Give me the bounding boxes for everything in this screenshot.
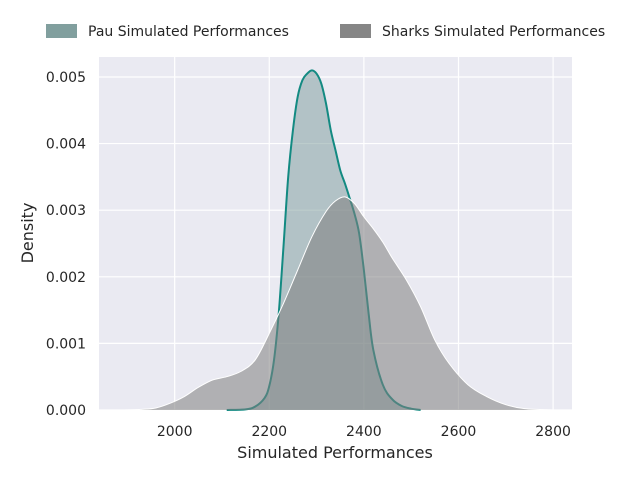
legend-swatch-sharks bbox=[340, 24, 371, 38]
line-series-1 bbox=[122, 196, 554, 411]
x-tick-label-2: 2400 bbox=[346, 424, 382, 440]
density-areas bbox=[122, 69, 554, 411]
y-tick-label-3: 0.003 bbox=[46, 203, 86, 219]
area-series-1 bbox=[122, 196, 554, 410]
y-tick-label-4: 0.004 bbox=[46, 137, 86, 153]
y-tick-label-2: 0.002 bbox=[46, 270, 86, 286]
x-tick-label-4: 2800 bbox=[535, 424, 571, 440]
x-axis-ticks: 2000 2200 2400 2600 2800 bbox=[157, 424, 571, 440]
y-tick-label-5: 0.005 bbox=[46, 70, 86, 86]
x-tick-label-0: 2000 bbox=[157, 424, 193, 440]
legend-label-sharks: Sharks Simulated Performances bbox=[382, 24, 605, 40]
legend: Pau Simulated Performances Sharks Simula… bbox=[46, 24, 605, 40]
x-tick-label-1: 2200 bbox=[251, 424, 287, 440]
legend-label-pau: Pau Simulated Performances bbox=[88, 24, 289, 40]
y-axis-ticks: 0.000 0.001 0.002 0.003 0.004 0.005 bbox=[46, 70, 86, 419]
y-tick-label-1: 0.001 bbox=[46, 336, 86, 352]
y-axis-label: Density bbox=[18, 203, 37, 264]
x-axis-label: Simulated Performances bbox=[237, 443, 433, 462]
y-tick-label-0: 0.000 bbox=[46, 403, 86, 419]
legend-swatch-pau bbox=[46, 24, 77, 38]
x-tick-label-3: 2600 bbox=[441, 424, 477, 440]
